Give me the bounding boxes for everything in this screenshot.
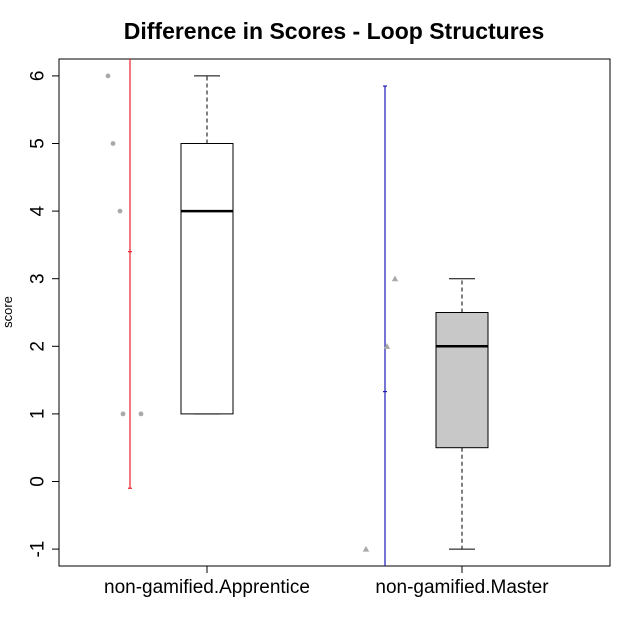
jitter-point xyxy=(120,411,126,417)
y-tick-label: 5 xyxy=(28,138,49,149)
x-axis: non-gamified.Apprentice non-gamified.Mast… xyxy=(104,565,549,598)
jitter-point xyxy=(391,275,399,282)
jitter-point xyxy=(105,73,111,79)
box-iqr xyxy=(180,143,234,415)
chart-title: Difference in Scores - Loop Structures xyxy=(124,18,544,44)
jitter-point xyxy=(138,411,144,417)
y-tick-label: 2 xyxy=(28,341,49,352)
jitter-point xyxy=(383,343,391,349)
y-tick-label: 6 xyxy=(28,71,49,82)
y-tick-label: 1 xyxy=(28,409,49,420)
y-tick-label: -1 xyxy=(28,541,49,558)
y-tick-label: 3 xyxy=(28,273,49,284)
box-iqr xyxy=(435,312,489,449)
x-tick-label: non-gamified.Apprentice xyxy=(104,577,310,598)
y-tick-label: 4 xyxy=(28,205,49,216)
y-axis: -1 0 1 2 3 4 5 6 xyxy=(28,71,60,558)
jitter-point xyxy=(362,545,370,552)
jitter-point xyxy=(117,208,123,214)
x-tick-label: non-gamified.Master xyxy=(375,577,549,598)
jitter-point xyxy=(110,141,116,146)
y-tick-label: 0 xyxy=(28,476,49,487)
y-axis-title: score xyxy=(0,296,15,328)
plot-area xyxy=(105,59,489,566)
plot-frame xyxy=(58,58,611,567)
